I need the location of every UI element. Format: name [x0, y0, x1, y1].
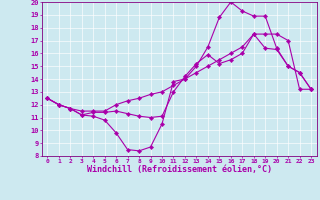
X-axis label: Windchill (Refroidissement éolien,°C): Windchill (Refroidissement éolien,°C) [87, 165, 272, 174]
